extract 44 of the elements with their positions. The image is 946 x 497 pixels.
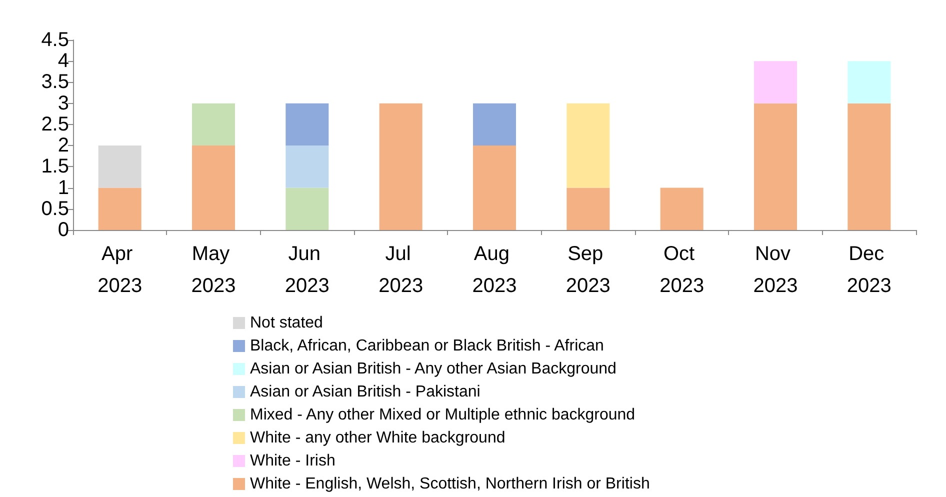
bar [286,188,329,230]
legend-label: White - any other White background [250,430,506,446]
legend-label: Black, African, Caribbean or Black British - African [250,338,604,354]
x-tick-label: Jul 2023 [378,243,424,297]
x-tick-label: Oct 2023 [660,243,704,297]
y-tick-label: 4.5 [41,29,69,51]
x-tick-label: Nov 2023 [753,243,798,297]
y-tick-label: 1 [58,176,69,199]
legend-label: White - English, Welsh, Scottish, Northern Irish or British [250,476,650,492]
bar [473,103,516,146]
bar [98,146,142,188]
x-tick-label: Sep 2023 [566,243,610,297]
x-tick-label: May 2023 [191,243,236,297]
bar [473,146,516,230]
bar [754,61,797,104]
bar [754,103,797,230]
legend-label: White - Irish [250,452,336,470]
legend-label: Mixed - Any other Mixed or Multiple ethnic background [250,406,636,424]
bar [286,146,329,188]
y-tick-label: 0 [58,219,69,241]
x-tick-label: Jun 2023 [284,243,330,297]
y-tick-label: 2.5 [41,113,69,136]
x-tick-label: Aug 2023 [472,243,517,297]
x-tick-label: Dec 2023 [846,243,892,297]
bar [848,61,891,104]
y-tick-label: 0.5 [41,198,69,220]
y-tick-label: 4 [58,50,69,72]
y-tick-label: 3.5 [41,71,69,94]
legend-label: Asian or Asian British - Pakistani [250,384,480,400]
bar [660,188,704,230]
bar [848,103,891,230]
legend-label: Asian or Asian British - Any other Asian Background [250,360,616,378]
y-tick-label: 3 [58,92,69,114]
bar [379,103,422,230]
bar [286,103,329,146]
x-tick-label: Apr 2023 [98,243,142,297]
bar [566,103,610,188]
bar [98,188,142,230]
y-tick-label: 1.5 [41,156,69,178]
bar [566,188,610,230]
legend-label: Not stated [250,314,323,332]
y-tick-label: 2 [58,134,69,157]
bar [192,103,235,146]
bar [192,146,235,230]
